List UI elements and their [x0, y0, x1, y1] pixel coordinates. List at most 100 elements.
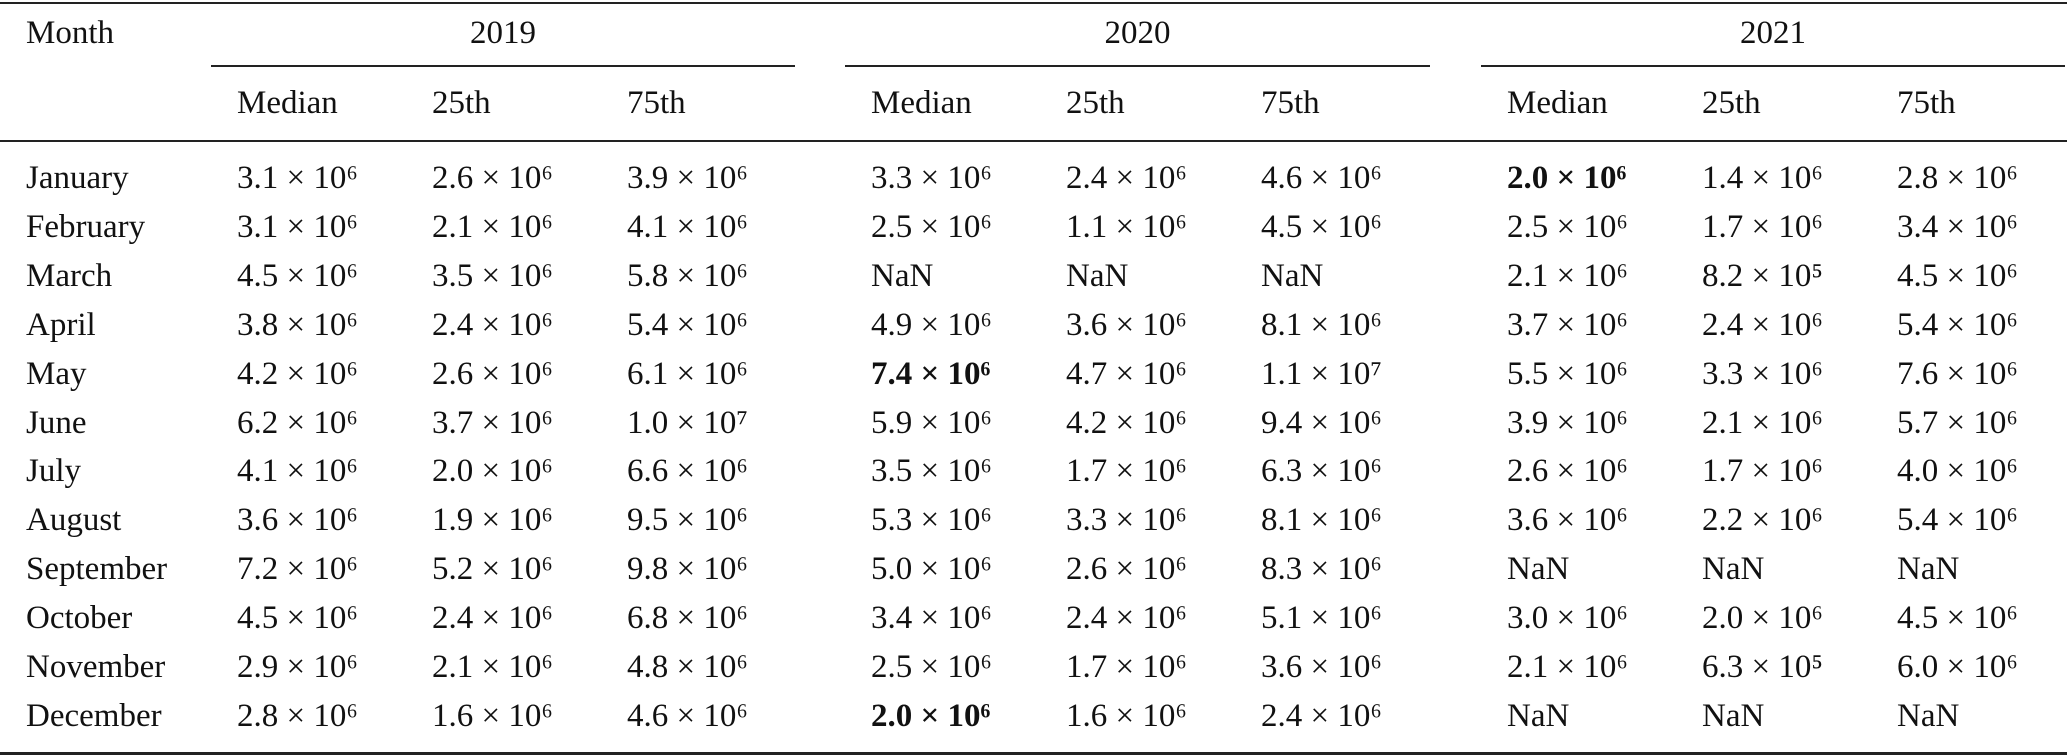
cell-value: 3.3 × 10⁶ [1066, 502, 1187, 539]
month-label: May [26, 355, 87, 392]
cell-value: 4.1 × 10⁶ [627, 208, 748, 245]
cell-value: 2.1 × 10⁶ [1702, 404, 1823, 441]
cell-value: 1.6 × 10⁶ [1066, 697, 1187, 734]
cell-value: 8.1 × 10⁶ [1261, 306, 1382, 343]
cell-value: 2.8 × 10⁶ [1897, 160, 2018, 196]
cell-value: 3.3 × 10⁶ [871, 160, 992, 196]
cell-value: 4.5 × 10⁶ [1897, 600, 2018, 637]
month-label: March [26, 257, 113, 294]
cell-value: 3.4 × 10⁶ [1897, 208, 2018, 245]
cell-value: 2.4 × 10⁶ [432, 306, 553, 343]
cell-value: 6.1 × 10⁶ [627, 355, 748, 392]
cell-value: 8.2 × 10⁵ [1702, 257, 1823, 294]
month-label: August [26, 502, 122, 539]
bottom-rule [0, 752, 2067, 755]
cell-value: 1.7 × 10⁶ [1702, 208, 1823, 245]
column-header: 75th [627, 85, 686, 121]
cell-value: 1.1 × 10⁶ [1066, 208, 1187, 245]
cell-value: 5.4 × 10⁶ [1897, 502, 2018, 539]
cell-value: 6.8 × 10⁶ [627, 600, 748, 637]
cell-value: 1.7 × 10⁶ [1066, 649, 1187, 685]
cell-value: 6.0 × 10⁶ [1897, 649, 2018, 685]
cell-value: 3.5 × 10⁶ [432, 257, 553, 294]
cell-value: 7.2 × 10⁶ [237, 551, 358, 588]
cell-value: 2.0 × 10⁶ [871, 697, 991, 734]
column-header: 25th [432, 85, 491, 121]
cell-value: 6.3 × 10⁶ [1261, 453, 1382, 490]
cell-value: 2.0 × 10⁶ [1702, 600, 1823, 637]
cell-value: 5.1 × 10⁶ [1261, 600, 1382, 637]
cell-value: 4.1 × 10⁶ [237, 453, 358, 490]
cell-value: 9.8 × 10⁶ [627, 551, 748, 588]
cell-value: 2.8 × 10⁶ [237, 697, 358, 734]
cell-value: 5.4 × 10⁶ [627, 306, 748, 343]
cell-value: 2.4 × 10⁶ [1261, 697, 1382, 734]
column-header: 25th [1702, 85, 1761, 121]
cell-value: 2.6 × 10⁶ [432, 355, 553, 392]
cell-value: 4.2 × 10⁶ [237, 355, 358, 392]
column-header: 75th [1897, 85, 1956, 121]
cell-value: 6.6 × 10⁶ [627, 453, 748, 490]
cell-value: 3.5 × 10⁶ [871, 453, 992, 490]
cell-value: NaN [1897, 551, 1960, 588]
cell-value: 3.8 × 10⁶ [237, 306, 358, 343]
column-header: 25th [1066, 85, 1125, 121]
month-label: July [26, 453, 82, 490]
cell-value: NaN [871, 257, 934, 294]
cell-value: 2.5 × 10⁶ [871, 649, 992, 685]
column-header: Median [1507, 85, 1608, 121]
column-header: Median [871, 85, 972, 121]
cell-value: 3.6 × 10⁶ [237, 502, 358, 539]
cell-value: 5.9 × 10⁶ [871, 404, 992, 441]
cell-value: 2.1 × 10⁶ [432, 649, 553, 685]
cell-value: 6.3 × 10⁵ [1702, 649, 1823, 685]
cell-value: 8.3 × 10⁶ [1261, 551, 1382, 588]
cell-value: 1.9 × 10⁶ [432, 502, 553, 539]
cell-value: 4.9 × 10⁶ [871, 306, 992, 343]
cell-value: 3.1 × 10⁶ [237, 208, 358, 245]
cell-value: 7.6 × 10⁶ [1897, 355, 2018, 392]
top-rule [0, 2, 2067, 4]
month-label: January [26, 160, 129, 196]
cell-value: 3.6 × 10⁶ [1261, 649, 1382, 685]
cell-value: 5.7 × 10⁶ [1897, 404, 2018, 441]
cell-value: 5.2 × 10⁶ [432, 551, 553, 588]
cell-value: 9.4 × 10⁶ [1261, 404, 1382, 441]
group-header: 2020 [1104, 15, 1171, 51]
cell-value: 2.4 × 10⁶ [1066, 160, 1187, 196]
cell-value: 2.9 × 10⁶ [237, 649, 358, 685]
group-rule [1481, 65, 2065, 67]
cell-value: NaN [1507, 551, 1570, 588]
cell-value: 5.0 × 10⁶ [871, 551, 992, 588]
cell-value: 1.6 × 10⁶ [432, 697, 553, 734]
cell-value: 2.6 × 10⁶ [1507, 453, 1628, 490]
cell-value: 2.2 × 10⁶ [1702, 502, 1823, 539]
cell-value: 4.5 × 10⁶ [237, 257, 358, 294]
cell-value: NaN [1507, 697, 1570, 734]
cell-value: 4.5 × 10⁶ [1261, 208, 1382, 245]
cell-value: NaN [1897, 697, 1960, 734]
cell-value: 6.2 × 10⁶ [237, 404, 358, 441]
cell-value: NaN [1066, 257, 1129, 294]
cell-value: 2.4 × 10⁶ [1066, 600, 1187, 637]
cell-value: 2.6 × 10⁶ [1066, 551, 1187, 588]
cell-value: NaN [1261, 257, 1324, 294]
month-label: June [26, 404, 87, 441]
cell-value: 3.7 × 10⁶ [1507, 306, 1628, 343]
cell-value: 2.5 × 10⁶ [871, 208, 992, 245]
cell-value: 2.1 × 10⁶ [1507, 257, 1628, 294]
cell-value: 3.3 × 10⁶ [1702, 355, 1823, 392]
header-rule [0, 140, 2067, 142]
cell-value: 9.5 × 10⁶ [627, 502, 748, 539]
cell-value: 2.1 × 10⁶ [432, 208, 553, 245]
cell-value: 1.0 × 10⁷ [627, 404, 748, 441]
cell-value: 3.9 × 10⁶ [1507, 404, 1628, 441]
group-rule [845, 65, 1430, 67]
cell-value: 4.5 × 10⁶ [237, 600, 358, 637]
cell-value: 5.5 × 10⁶ [1507, 355, 1628, 392]
month-label: February [26, 208, 146, 245]
cell-value: 2.6 × 10⁶ [432, 160, 553, 196]
cell-value: 2.0 × 10⁶ [1507, 160, 1627, 196]
cell-value: 5.3 × 10⁶ [871, 502, 992, 539]
